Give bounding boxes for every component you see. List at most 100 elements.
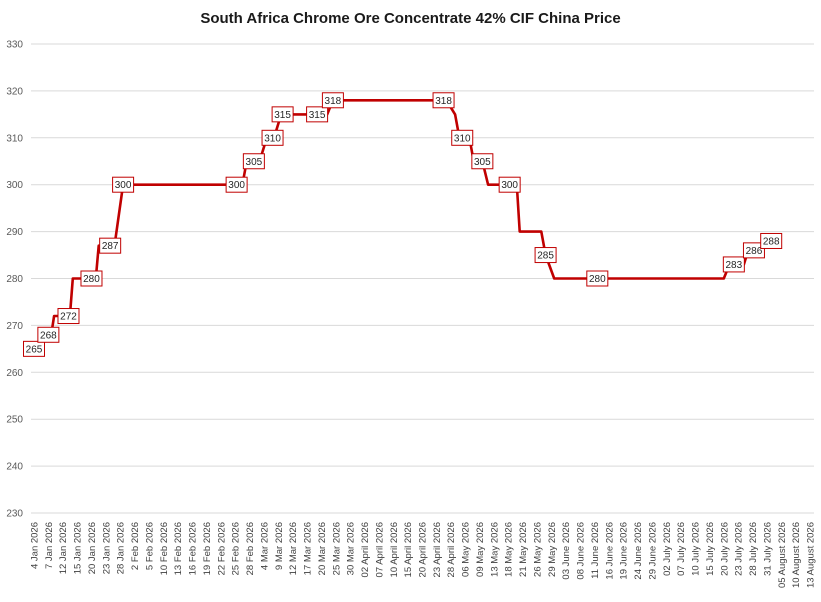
data-label-text: 265 [26, 344, 43, 355]
data-label: 300 [112, 176, 135, 193]
data-label: 300 [498, 176, 521, 193]
x-tick-label: 25 Feb 2026 [231, 522, 242, 575]
data-label-text: 305 [246, 157, 263, 168]
x-tick-label: 05 August 2026 [777, 522, 788, 588]
y-tick-label: 320 [6, 86, 23, 97]
data-label-text: 310 [264, 133, 281, 144]
data-label: 310 [261, 129, 284, 146]
data-label-box [534, 247, 557, 264]
data-label-box [57, 308, 80, 325]
y-tick-label: 290 [6, 227, 23, 238]
data-label: 272 [57, 308, 80, 325]
x-tick-label: 10 April 2026 [389, 522, 400, 577]
x-tick-label: 28 July 2026 [748, 522, 759, 576]
data-label-text: 280 [83, 274, 100, 285]
data-label: 283 [722, 256, 745, 273]
x-tick-label: 28 Feb 2026 [245, 522, 256, 575]
x-tick-label: 15 Jan 2026 [73, 522, 84, 574]
x-tick-label: 22 Feb 2026 [216, 522, 227, 575]
y-tick-label: 300 [6, 180, 23, 191]
data-label-text: 315 [309, 110, 326, 121]
x-tick-label: 20 July 2026 [719, 522, 730, 576]
x-tick-label: 13 Feb 2026 [173, 522, 184, 575]
data-label: 310 [451, 129, 474, 146]
data-label-box [99, 237, 122, 254]
data-label-text: 300 [228, 180, 245, 191]
x-tick-label: 23 April 2026 [432, 522, 443, 577]
x-tick-label: 02 July 2026 [662, 522, 673, 576]
data-label-text: 272 [60, 312, 77, 323]
data-label-box [471, 153, 494, 170]
data-label-text: 300 [501, 180, 518, 191]
y-tick-label: 260 [6, 368, 23, 379]
x-tick-label: 23 Jan 2026 [101, 522, 112, 574]
x-tick-label: 5 Feb 2026 [144, 522, 155, 570]
data-label: 280 [80, 270, 103, 287]
y-tick-label: 310 [6, 133, 23, 144]
y-tick-label: 280 [6, 274, 23, 285]
data-label-text: 287 [102, 241, 119, 252]
x-tick-label: 23 July 2026 [734, 522, 745, 576]
x-tick-label: 10 July 2026 [691, 522, 702, 576]
y-tick-label: 270 [6, 321, 23, 332]
x-tick-label: 11 June 2026 [590, 522, 601, 579]
data-label: 280 [586, 270, 609, 287]
data-label-text: 268 [40, 330, 57, 341]
data-label-box [498, 176, 521, 193]
x-tick-label: 03 June 2026 [561, 522, 572, 580]
x-tick-label: 02 April 2026 [360, 522, 371, 577]
x-tick-label: 28 Jan 2026 [116, 522, 127, 574]
x-tick-label: 4 Mar 2026 [259, 522, 270, 570]
x-tick-label: 24 June 2026 [633, 522, 644, 580]
x-tick-label: 07 July 2026 [676, 522, 687, 576]
data-label: 315 [271, 106, 294, 123]
data-label: 268 [37, 326, 60, 343]
x-tick-label: 20 Mar 2026 [317, 522, 328, 575]
x-tick-label: 16 Feb 2026 [188, 522, 199, 575]
data-label-box [586, 270, 609, 287]
data-label: 318 [321, 92, 344, 109]
data-label: 300 [225, 176, 248, 193]
x-tick-label: 06 May 2026 [461, 522, 472, 577]
data-label: 285 [534, 247, 557, 264]
x-tick-label: 20 April 2026 [418, 522, 429, 577]
x-tick-label: 2 Feb 2026 [130, 522, 141, 570]
data-label-box [37, 326, 60, 343]
data-label-text: 280 [589, 274, 606, 285]
y-tick-label: 330 [6, 40, 23, 51]
data-label-box [321, 92, 344, 109]
data-label: 305 [242, 153, 265, 170]
x-tick-label: 25 Mar 2026 [331, 522, 342, 575]
x-tick-label: 4 Jan 2026 [30, 522, 41, 569]
x-tick-label: 15 July 2026 [705, 522, 716, 576]
data-label-box [225, 176, 248, 193]
x-tick-label: 7 Jan 2026 [44, 522, 55, 569]
data-label-text: 310 [454, 133, 471, 144]
data-label-text: 286 [746, 246, 763, 257]
data-label: 318 [432, 92, 455, 109]
x-tick-label: 12 Jan 2026 [58, 522, 69, 574]
x-tick-label: 29 June 2026 [647, 522, 658, 580]
data-label-box [112, 176, 135, 193]
x-tick-label: 29 May 2026 [547, 522, 558, 577]
data-label-text: 315 [274, 110, 291, 121]
x-tick-label: 16 June 2026 [604, 522, 615, 580]
data-label-box [271, 106, 294, 123]
x-axis-ticks: 4 Jan 2026 7 Jan 2026 12 Jan 2026 15 Jan 20… [30, 522, 817, 588]
x-tick-label: 28 April 2026 [446, 522, 457, 577]
data-label-box [451, 129, 474, 146]
data-label-text: 283 [725, 260, 742, 271]
data-label: 286 [742, 242, 765, 259]
x-tick-label: 26 May 2026 [532, 522, 543, 577]
y-tick-label: 240 [6, 462, 23, 473]
x-tick-label: 20 Jan 2026 [87, 522, 98, 574]
x-tick-label: 10 August 2026 [791, 522, 802, 588]
data-label-box [80, 270, 103, 287]
data-label: 287 [99, 237, 122, 254]
data-label: 265 [23, 340, 45, 357]
x-tick-label: 08 June 2026 [576, 522, 587, 580]
x-tick-label: 09 May 2026 [475, 522, 486, 577]
x-tick-label: 07 April 2026 [374, 522, 385, 577]
data-label-box [742, 242, 765, 259]
